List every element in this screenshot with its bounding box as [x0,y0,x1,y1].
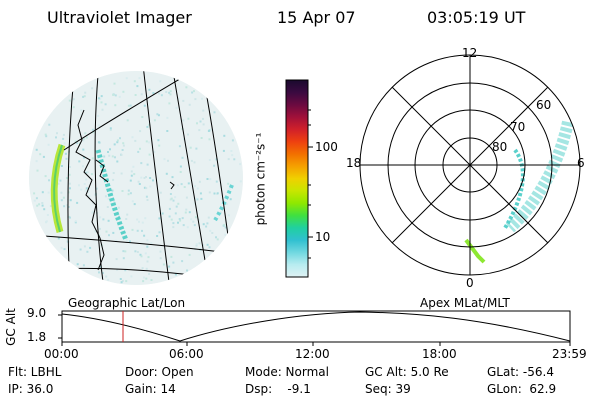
dsp-info: Dsp: -9.1 [245,382,311,396]
island [169,181,175,190]
date-label: 15 Apr 07 [277,8,356,27]
altitude-plot [58,310,571,346]
auroral-arc-east [212,184,234,224]
altitude-curve [61,311,571,342]
mlt-6-label: 6 [577,156,585,170]
polar-auroral-oval [505,120,574,233]
altitude-tick-low: 1.8 [27,330,47,344]
polar-green-patch [464,238,486,264]
filter-info: Flt: LBHL [8,365,62,379]
time-tick-1200: 12:00 [295,347,330,361]
polar-panel-label: Apex MLat/MLT [420,296,510,310]
mlat-70-label: 70 [510,120,526,134]
door-info: Door: Open [125,365,194,379]
altitude-axis-label: GC Alt [3,308,18,346]
polar-grid [359,54,581,276]
mlt-12-label: 12 [462,46,478,60]
mlat-80-label: 80 [492,140,508,154]
colorbar-tick-100: 100 [315,140,338,154]
colorbar-unit-label: photon cm⁻²s⁻¹ [253,132,268,226]
mlt-0-label: 0 [466,276,474,290]
mlat-60-label: 60 [536,98,552,112]
seq-info: Seq: 39 [365,382,411,396]
time-label: 03:05:19 UT [427,8,526,27]
colorbar [285,79,313,278]
diffuse-emission [33,77,242,284]
coastline [75,109,105,271]
geographic-panel-label: Geographic Lat/Lon [68,296,186,310]
ip-info: IP: 36.0 [8,382,54,396]
gc-alt-info: GC Alt: 5.0 Re [365,365,449,379]
glon-info: GLon: 62.9 [487,382,557,396]
mlt-18-label: 18 [346,156,362,170]
time-tick-0000: 00:00 [44,347,79,361]
gain-info: Gain: 14 [125,382,176,396]
mode-info: Mode: Normal [245,365,329,379]
instrument-title: Ultraviolet Imager [47,8,192,27]
glat-info: GLat: -56.4 [487,365,554,379]
colorbar-tick-10: 10 [315,230,331,244]
geographic-image [29,71,243,285]
time-tick-2359: 23:59 [552,347,587,361]
time-tick-1800: 18:00 [422,347,457,361]
polar-mlt-image [359,54,581,276]
time-tick-0600: 06:00 [169,347,204,361]
altitude-tick-high: 9.0 [27,306,47,320]
